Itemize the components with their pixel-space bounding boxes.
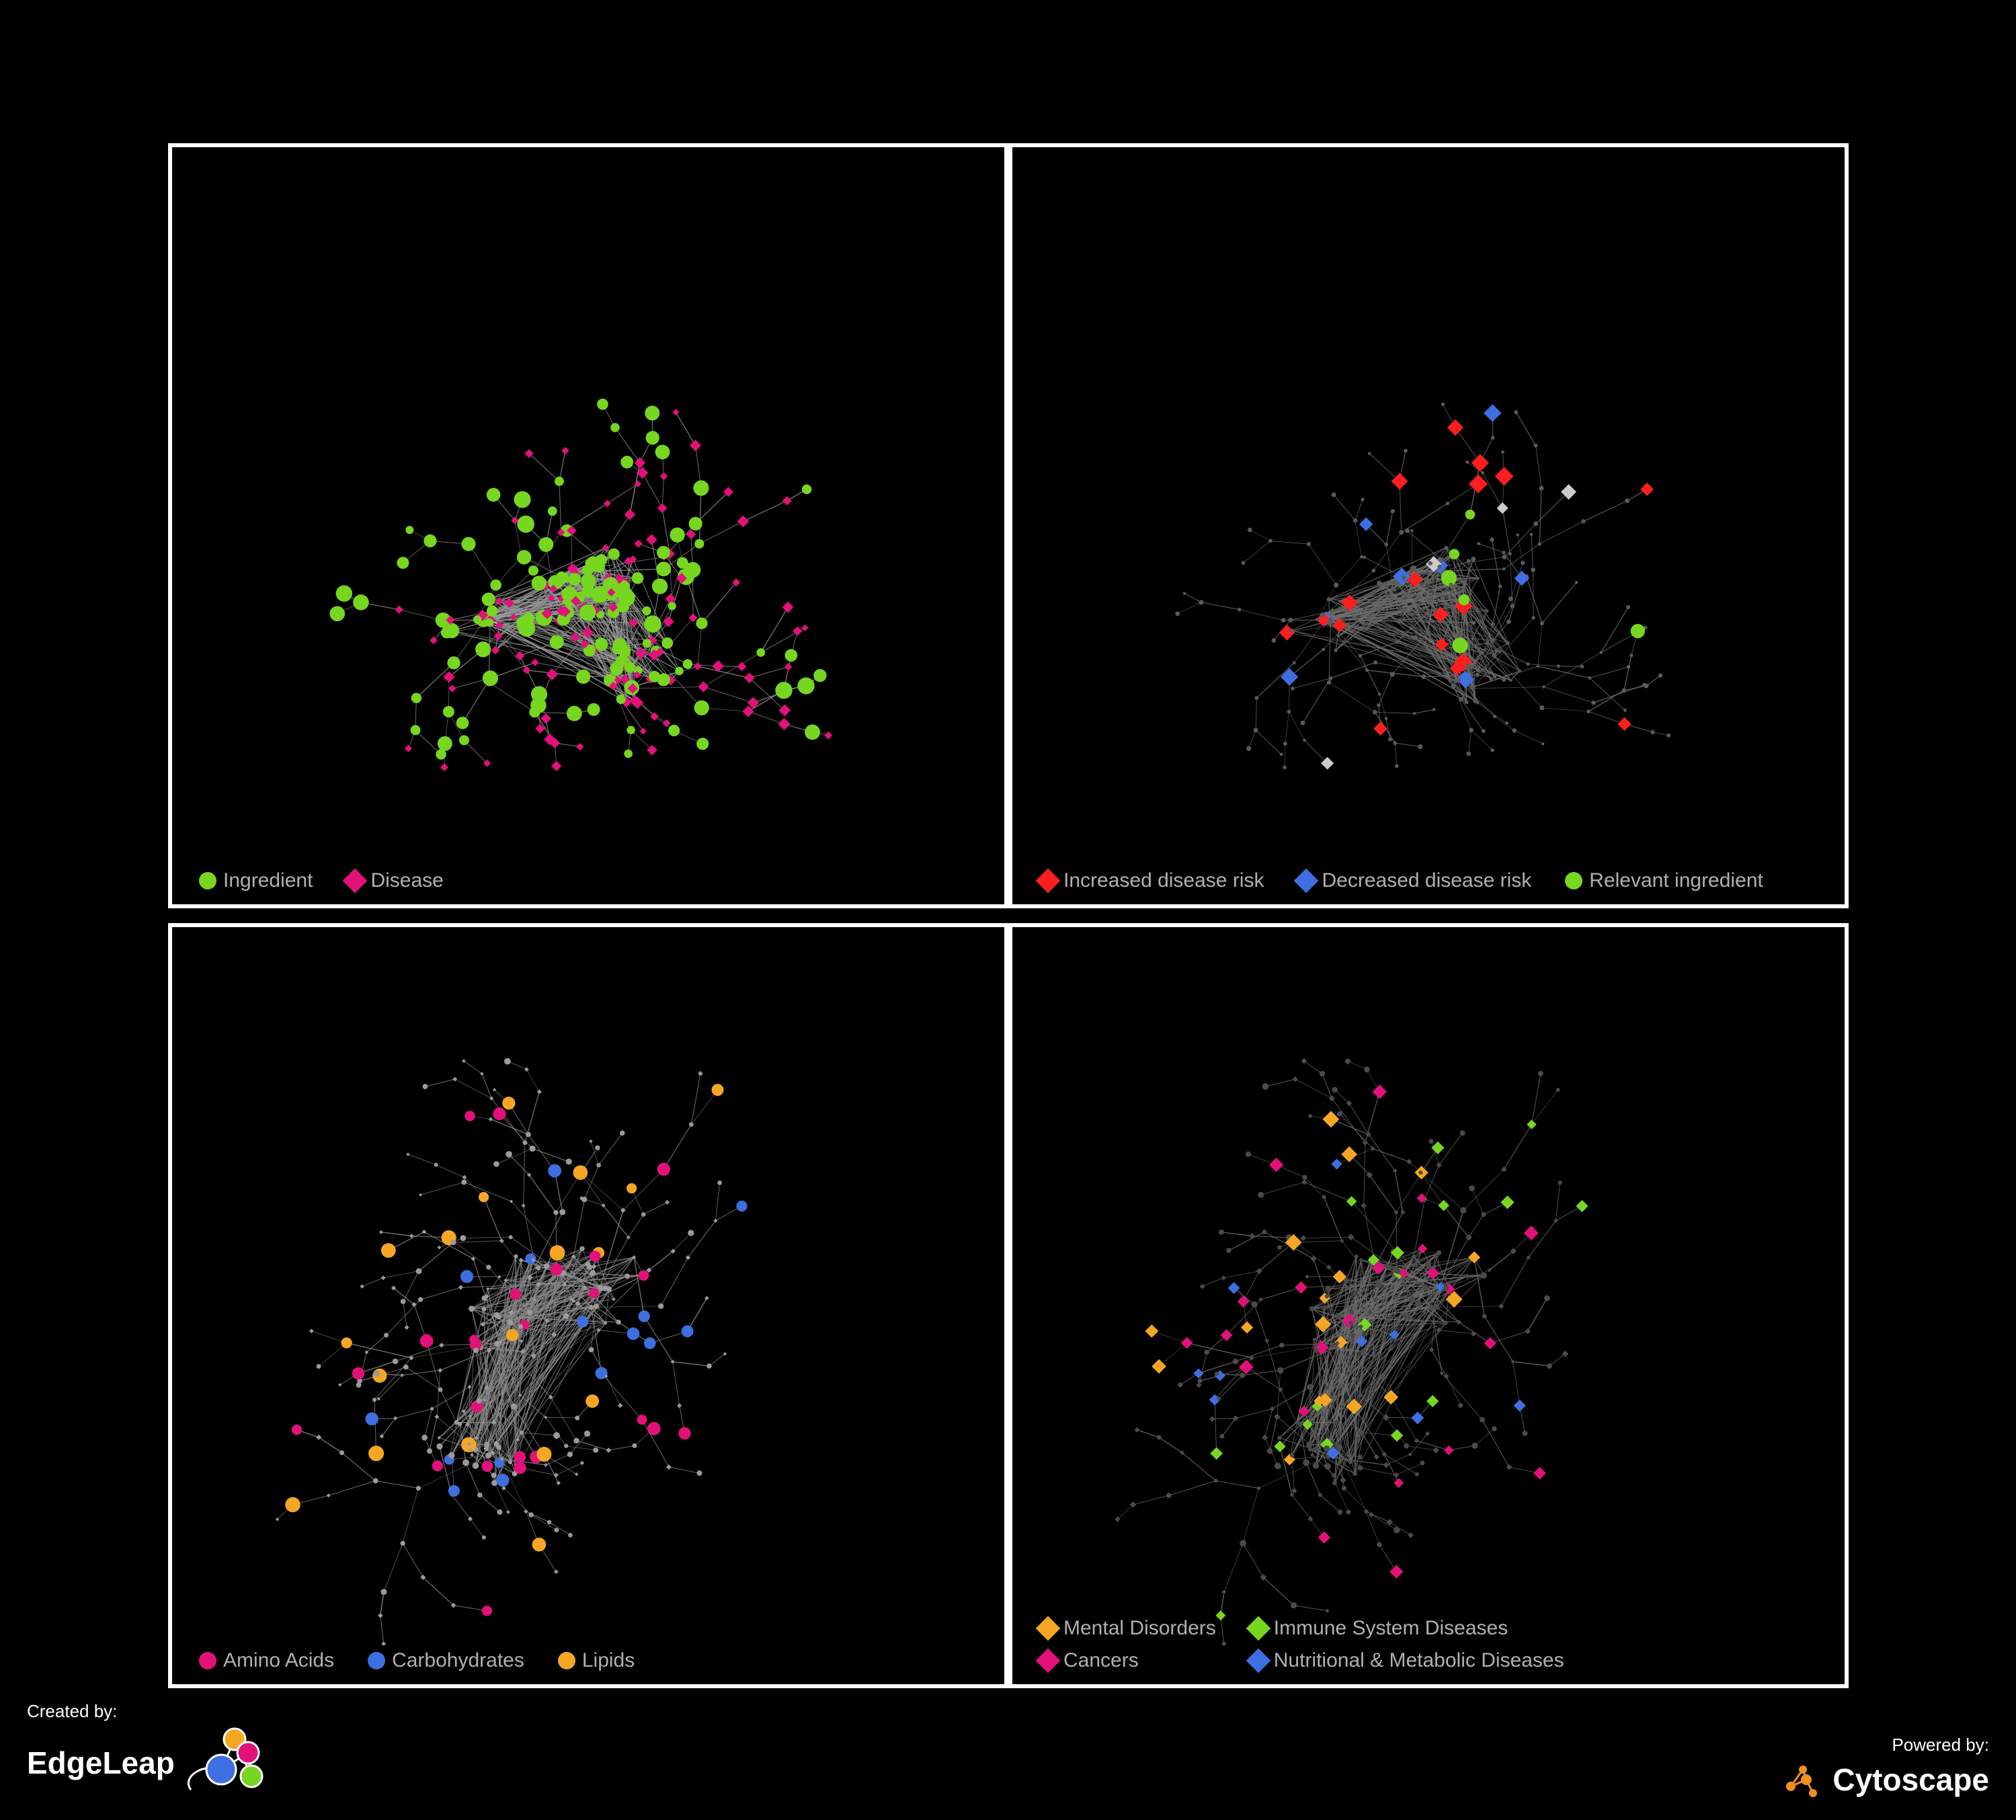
network-graph-top-left[interactable] (172, 147, 1004, 904)
network-graph-top-right[interactable] (1012, 147, 1845, 904)
legend-col-right: Immune System Diseases Nutritional & Met… (1250, 1617, 1564, 1672)
cytoscape-logo-icon (1783, 1759, 1823, 1800)
legend-item-increased-risk[interactable]: Increased disease risk (1039, 869, 1264, 892)
powered-by-label: Powered by: (1892, 1735, 1989, 1755)
legend-item-disease[interactable]: Disease (346, 869, 443, 892)
legend-col-left: Mental Disorders Cancers (1039, 1617, 1216, 1672)
panel-ingredient-category: Amino Acids Carbohydrates Lipids (168, 923, 1008, 1688)
legend-label-increased-risk: Increased disease risk (1063, 869, 1264, 892)
created-by-block: Created by: EdgeLeap (27, 1701, 278, 1800)
legend-label-ingredient: Ingredient (223, 869, 313, 892)
legend-item-decreased-risk[interactable]: Decreased disease risk (1297, 869, 1531, 892)
legend-bottom-right: Mental Disorders Cancers Immune System D… (1012, 1617, 1845, 1672)
network-graph-bottom-right[interactable] (1012, 927, 1845, 1684)
immune-system-icon (1246, 1616, 1271, 1641)
legend-top-left: Ingredient Disease (172, 869, 1004, 892)
legend-label-decreased-risk: Decreased disease risk (1322, 869, 1531, 892)
network-graph-bottom-left[interactable] (172, 927, 1004, 1684)
legend-top-right: Increased disease risk Decreased disease… (1012, 869, 1845, 892)
created-by-label: Created by: (27, 1701, 117, 1722)
branding-bar: Created by: EdgeLeap Powered by: (0, 1665, 2016, 1820)
created-by-name: EdgeLeap (27, 1745, 175, 1781)
edgeleap-logo-icon (184, 1726, 278, 1800)
legend-label-disease: Disease (370, 869, 443, 892)
ingredient-icon (199, 872, 216, 889)
legend-item-immune-system[interactable]: Immune System Diseases (1250, 1617, 1564, 1640)
dashboard-canvas: Ingredient Disease Increased disease ris… (0, 0, 2016, 1820)
powered-by-name: Cytoscape (1832, 1762, 1989, 1798)
legend-label-immune-system: Immune System Diseases (1274, 1617, 1508, 1640)
mental-disorders-icon (1036, 1616, 1061, 1641)
legend-item-mental-disorders[interactable]: Mental Disorders (1039, 1617, 1216, 1640)
panel-disease-risk: Increased disease risk Decreased disease… (1008, 143, 1849, 908)
legend-label-mental-disorders: Mental Disorders (1063, 1617, 1216, 1640)
legend-label-relevant-ingredient: Relevant ingredient (1589, 869, 1763, 892)
legend-item-relevant-ingredient[interactable]: Relevant ingredient (1565, 869, 1763, 892)
relevant-ingredient-icon (1565, 872, 1582, 889)
legend-item-ingredient[interactable]: Ingredient (199, 869, 313, 892)
powered-by-block: Powered by: Cytoscape (1783, 1735, 1989, 1800)
panel-ingredient-disease: Ingredient Disease (168, 143, 1008, 908)
decreased-risk-icon (1294, 869, 1319, 894)
increased-risk-icon (1036, 869, 1061, 894)
disease-icon (343, 869, 368, 894)
panel-disease-category: Mental Disorders Cancers Immune System D… (1008, 923, 1849, 1688)
